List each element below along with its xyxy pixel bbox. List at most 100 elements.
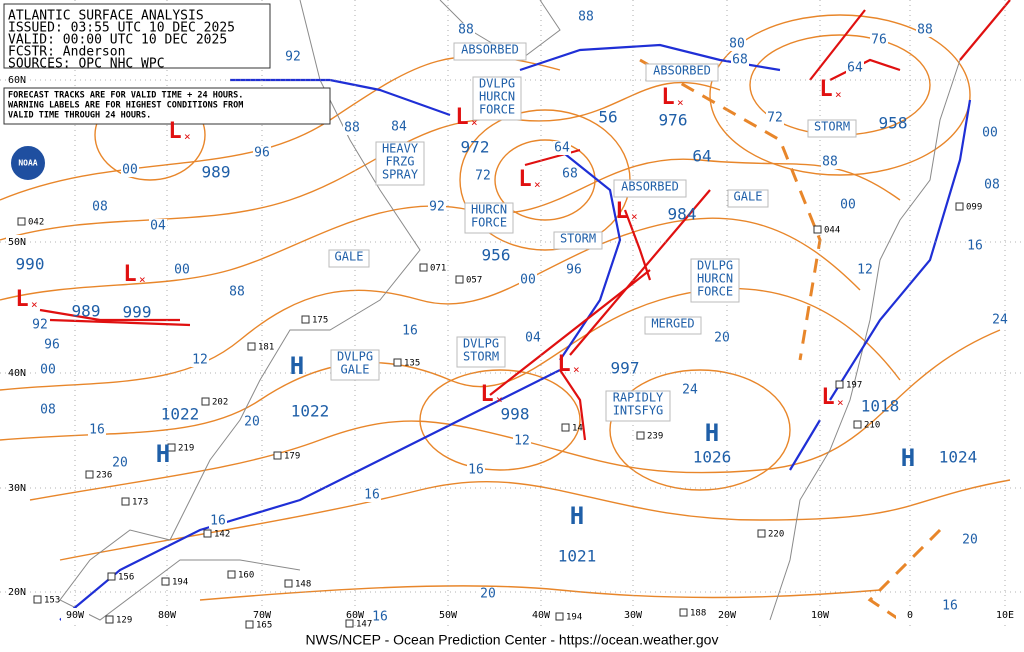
isobar-label-bg bbox=[474, 169, 492, 183]
station-value: 181 bbox=[258, 343, 274, 353]
station-value: 194 bbox=[566, 613, 582, 623]
central-pressure: 958 bbox=[879, 114, 908, 133]
isobar-label-bg bbox=[363, 488, 381, 502]
isobar-label-bg bbox=[713, 331, 731, 345]
low-x: × bbox=[31, 298, 38, 311]
isobar-label: 16 bbox=[372, 610, 388, 625]
isobar-label-bg bbox=[821, 155, 839, 169]
station-marker bbox=[273, 451, 282, 460]
isobar-label: 64 bbox=[847, 61, 863, 76]
station-value: 188 bbox=[690, 609, 706, 619]
isobar-label-bg bbox=[916, 23, 934, 37]
footer-band bbox=[0, 630, 1024, 652]
logo-text: NOAA bbox=[18, 159, 37, 168]
isobar-label: 96 bbox=[254, 146, 270, 161]
low-center: L bbox=[455, 105, 468, 130]
central-pressure: 1024 bbox=[939, 448, 978, 467]
isobar-label-bg bbox=[39, 363, 57, 377]
central-pressure: 989 bbox=[72, 302, 101, 321]
isobar-label: 24 bbox=[992, 313, 1008, 328]
isobar-label-bg bbox=[519, 273, 537, 287]
station-value: 156 bbox=[118, 573, 134, 583]
lat-label: 50N bbox=[8, 237, 26, 248]
station-marker bbox=[455, 275, 464, 284]
isobar-label: 04 bbox=[525, 331, 541, 346]
warning-box bbox=[807, 119, 857, 138]
isobar-label-bg bbox=[524, 331, 542, 345]
high-center: H bbox=[290, 352, 304, 380]
isobar bbox=[419, 369, 581, 471]
isobar-label-bg bbox=[31, 318, 49, 332]
central-pressure: 1026 bbox=[693, 448, 732, 467]
warning-box bbox=[644, 316, 702, 335]
isobar-label: 16 bbox=[210, 514, 226, 529]
lat-label: 30N bbox=[8, 483, 26, 494]
warning-box bbox=[727, 189, 769, 208]
station-marker bbox=[393, 358, 402, 367]
station-value: 175 bbox=[312, 316, 328, 326]
isobar-label: 88 bbox=[458, 23, 474, 38]
warning-label: FORCE bbox=[697, 285, 733, 299]
lon-label-box bbox=[248, 608, 276, 622]
isobar-label-bg bbox=[191, 353, 209, 367]
station-value: 160 bbox=[238, 571, 254, 581]
station-marker bbox=[757, 529, 766, 538]
warning-label: GALE bbox=[734, 190, 763, 204]
low-x: × bbox=[837, 396, 844, 409]
warning-box bbox=[330, 349, 380, 381]
lon-label: 20W bbox=[718, 610, 737, 621]
central-pressure: 997 bbox=[611, 359, 640, 378]
isobar-label-bg bbox=[728, 37, 746, 51]
low-x: × bbox=[184, 130, 191, 143]
forecast-track bbox=[489, 269, 651, 396]
isobar-label-bg bbox=[561, 167, 579, 181]
isobar-label: 16 bbox=[942, 599, 958, 614]
warning-label: ABSORBED bbox=[653, 64, 711, 78]
station-marker bbox=[813, 225, 822, 234]
isobar-label: 00 bbox=[982, 126, 998, 141]
warning-label: DVLPG bbox=[697, 259, 733, 273]
note-line: WARNING LABELS ARE FOR HIGHEST CONDITION… bbox=[8, 101, 243, 111]
central-pressure: 989 bbox=[202, 163, 231, 182]
isobar-label: 80 bbox=[729, 37, 745, 52]
coastline bbox=[769, 59, 961, 621]
station-value: 202 bbox=[212, 398, 228, 408]
warning-label: FORCE bbox=[471, 216, 507, 230]
isobar-label-bg bbox=[981, 126, 999, 140]
isobar-label: 16 bbox=[468, 463, 484, 478]
isobar-label-bg bbox=[766, 111, 784, 125]
station-value: 147 bbox=[356, 620, 372, 630]
header-line: SOURCES: OPC NHC WPC bbox=[8, 57, 165, 72]
isobar-label-bg bbox=[577, 10, 595, 24]
lon-label: 70W bbox=[253, 610, 272, 621]
warning-box bbox=[690, 258, 740, 303]
isobar-label: 00 bbox=[174, 263, 190, 278]
warning-label: INTSFYG bbox=[613, 404, 664, 418]
isobar-label-bg bbox=[149, 219, 167, 233]
isobar-label: 16 bbox=[89, 423, 105, 438]
station-marker bbox=[679, 608, 688, 617]
isobar bbox=[709, 14, 971, 176]
lat-label-box bbox=[6, 585, 30, 599]
isobar-label-bg bbox=[479, 587, 497, 601]
low-center: L bbox=[518, 167, 531, 192]
lon-label-box bbox=[619, 608, 647, 622]
isobar-label: 16 bbox=[967, 239, 983, 254]
isobar-label: 88 bbox=[917, 23, 933, 38]
isobar-label: 08 bbox=[984, 178, 1000, 193]
lon-label-box bbox=[61, 608, 89, 622]
isobar-label-bg bbox=[428, 200, 446, 214]
warm-front bbox=[39, 308, 180, 322]
lon-label: 90W bbox=[66, 610, 85, 621]
isobar-label-bg bbox=[966, 239, 984, 253]
warning-label: DVLPG bbox=[337, 350, 373, 364]
station-value: 044 bbox=[824, 226, 840, 236]
warning-box bbox=[375, 141, 425, 186]
high-center: H bbox=[570, 502, 584, 530]
isobar-label: 00 bbox=[520, 273, 536, 288]
warning-label: FORCE bbox=[479, 103, 515, 117]
note-line: FORECAST TRACKS ARE FOR VALID TIME + 24 … bbox=[8, 91, 243, 101]
warning-box bbox=[613, 179, 687, 198]
isobar-label-bg bbox=[467, 463, 485, 477]
low-center: L bbox=[123, 262, 136, 287]
